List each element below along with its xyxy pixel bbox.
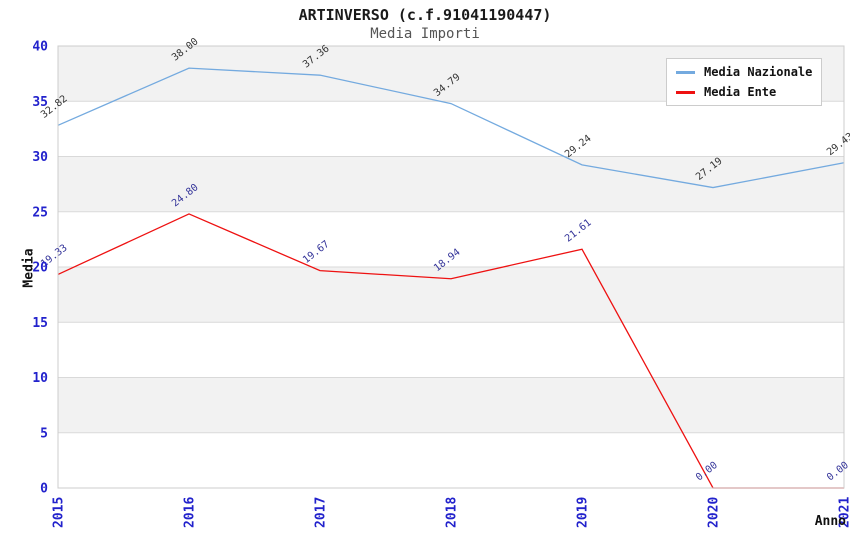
y-tick-label: 25 <box>32 205 48 220</box>
x-tick-label: 2021 <box>838 497 850 528</box>
plot-band <box>58 267 844 323</box>
plot-border <box>57 45 845 489</box>
y-tick-label: 20 <box>32 261 48 276</box>
x-tick-label: 2015 <box>52 497 67 528</box>
y-tick-label: 5 <box>40 426 48 441</box>
y-tick-label: 40 <box>32 40 48 55</box>
x-tick-label: 2018 <box>445 497 460 528</box>
legend-label-media-ente: Media Ente <box>704 85 777 99</box>
plot-band <box>58 322 844 378</box>
media-ente-line-swatch <box>676 90 695 94</box>
plot-band <box>58 101 844 157</box>
x-tick-label: 2019 <box>576 497 591 528</box>
plot-band <box>58 211 844 267</box>
x-tick-label: 2017 <box>314 497 329 528</box>
y-tick-label: 15 <box>32 316 48 331</box>
y-axis-title: Media <box>21 248 37 288</box>
plot-band <box>58 432 844 488</box>
y-tick-label: 0 <box>40 482 48 497</box>
plot-band <box>58 156 844 212</box>
legend-item-media-ente: Media Ente <box>676 85 812 99</box>
x-axis-title: Anno <box>814 514 846 529</box>
chart-title: ARTINVERSO (c.f.91041190447) <box>298 6 552 24</box>
y-tick-label: 10 <box>32 371 48 386</box>
plot-band <box>58 377 844 433</box>
x-tick-label: 2016 <box>183 497 198 528</box>
legend-label-media-nazionale: Media Nazionale <box>704 65 813 79</box>
x-tick-label: 2020 <box>707 497 722 528</box>
legend-item-media-nazionale: Media Nazionale <box>676 65 812 79</box>
chart-subtitle: Media Importi <box>370 26 480 42</box>
media-nazionale-line <box>57 67 845 189</box>
media-nazionale-line-swatch <box>676 70 695 74</box>
legend: Media Nazionale Media Ente <box>666 58 823 106</box>
y-tick-label: 35 <box>32 95 48 110</box>
y-tick-label: 30 <box>32 150 48 165</box>
